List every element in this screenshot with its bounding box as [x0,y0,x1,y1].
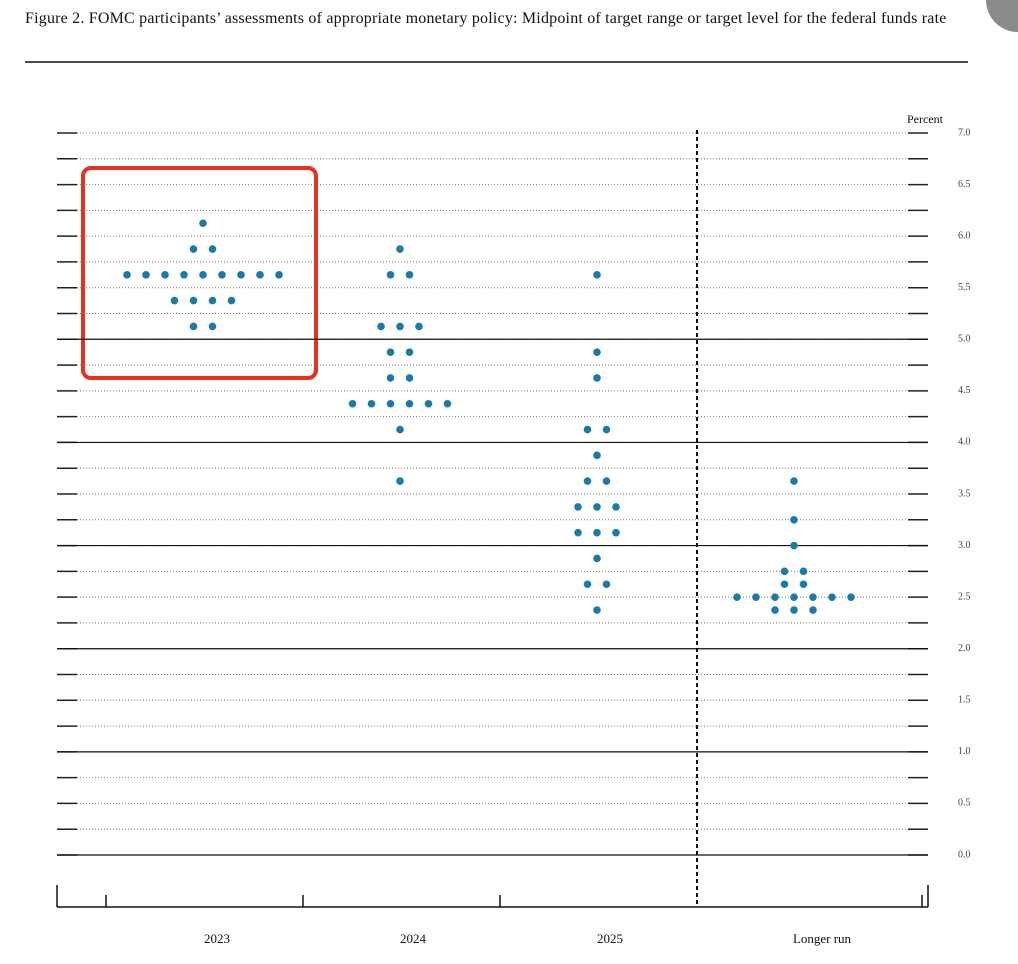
dot [574,528,582,537]
y-tick-label: 1.0 [958,746,971,757]
y-tick-label: 4.0 [958,437,971,448]
dot [602,477,611,485]
dot [809,606,817,614]
dot [790,606,798,614]
dot [405,271,414,279]
dot [208,296,217,305]
dot [208,245,217,253]
y-tick-label: 2.5 [958,591,971,602]
dot [386,271,395,279]
dot [583,580,592,589]
dot [790,541,798,550]
dot [771,606,779,614]
dot [612,503,620,511]
dot [386,348,395,356]
dot [377,322,385,331]
dot [799,567,808,576]
dot [405,374,414,382]
y-tick-label: 3.5 [958,488,971,499]
x-tick-label: 2025 [597,931,623,946]
y-tick-label: 0.0 [958,849,971,860]
dot [386,374,395,382]
dot [199,219,207,228]
dot [790,515,798,524]
dot [593,451,601,460]
dot [752,593,760,601]
dot [189,245,198,253]
dot [593,554,601,563]
dot [790,593,798,601]
dot [396,245,404,253]
y-tick-label: 3.0 [958,540,971,551]
dot [593,606,601,614]
dot [396,322,404,331]
y-tick-label: 5.5 [958,282,971,293]
dot [424,399,433,408]
dot [809,593,817,601]
chart-title: Figure 2. FOMC participants’ assessments… [25,10,947,27]
dot [396,425,404,434]
y-axis-label: Percent [907,112,944,126]
dot [847,593,855,601]
x-tick-label: 2024 [400,931,427,946]
dot [443,399,452,408]
dot [602,425,611,434]
dot [180,271,188,279]
y-tick-label: 6.5 [958,179,971,190]
dot [386,399,395,408]
dot [583,477,592,485]
x-tick-label: Longer run [793,931,852,946]
dot [593,528,601,537]
dot [780,567,789,576]
dot [161,271,169,279]
dot [593,348,601,356]
y-tick-label: 2.0 [958,643,971,654]
dot [189,296,198,305]
dot [199,271,207,279]
x-tick-label: 2023 [204,931,230,946]
dot [405,399,414,408]
y-tick-label: 5.0 [958,334,971,345]
dot [415,322,423,331]
dot [574,503,582,511]
highlight-box [81,166,318,380]
dot [227,296,236,305]
dot [142,271,150,279]
dot [733,593,741,601]
dot [208,322,217,331]
dot [593,503,601,511]
dot [771,593,779,601]
dot [189,322,198,331]
y-tick-label: 6.0 [958,230,971,241]
y-tick-label: 4.5 [958,385,971,396]
dot [170,296,179,305]
dot [275,271,283,279]
dot [237,271,245,279]
corner-button [986,0,1018,32]
y-tick-label: 0.5 [958,798,971,809]
dot [405,348,414,356]
dot [780,580,789,589]
dot [396,477,404,485]
dot [828,593,836,601]
dot [367,399,376,408]
dot [256,271,264,279]
dot [583,425,592,434]
x-axis-ticks [56,885,929,907]
y-tick-label: 1.5 [958,695,971,706]
dot [593,374,601,382]
dot [790,477,798,485]
dot [348,399,357,408]
dot [612,528,620,537]
dot [602,580,611,589]
dot [123,271,131,279]
y-tick-label: 7.0 [958,127,971,138]
dot [218,271,226,279]
dot [799,580,808,589]
dot [593,271,601,279]
